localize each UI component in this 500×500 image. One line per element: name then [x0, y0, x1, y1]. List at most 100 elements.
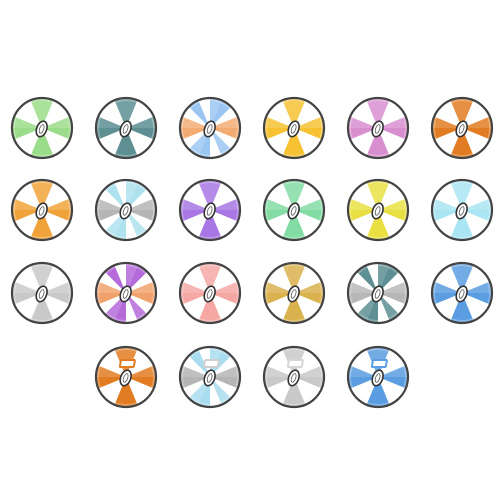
disc-sector [432, 194, 462, 210]
disc-icon[interactable] [93, 177, 159, 243]
disc-sector [446, 98, 462, 128]
disc-icon[interactable] [177, 260, 243, 326]
disc-sector [126, 277, 156, 293]
disc-sector [126, 180, 142, 210]
disc-sector [348, 293, 378, 309]
disc-sector [210, 293, 226, 323]
disc-icon[interactable] [177, 344, 243, 410]
disc-icon[interactable] [177, 177, 243, 243]
disc-sector [446, 128, 462, 158]
disc-icon[interactable] [9, 177, 75, 243]
disc-icon[interactable] [9, 95, 75, 161]
disc-sector [294, 112, 324, 128]
disc-sector [26, 128, 42, 158]
disc-sector [294, 277, 324, 293]
disc-graphic [10, 261, 74, 325]
disc-sector [194, 293, 210, 323]
disc-sector [210, 210, 240, 226]
disc-sector [348, 361, 378, 377]
disc-hole-inner [38, 124, 45, 134]
disc-icon[interactable] [429, 177, 495, 243]
disc-icon[interactable] [9, 260, 75, 326]
disc-icon[interactable] [345, 344, 411, 410]
disc-sector [462, 128, 478, 158]
disc-sector [278, 263, 294, 293]
disc-hole-inner [206, 373, 213, 383]
disc-sector [294, 293, 310, 323]
disc-sector [294, 128, 310, 158]
disc-sector [378, 194, 408, 210]
disc-sector [294, 210, 324, 226]
disc-icon[interactable] [93, 260, 159, 326]
disc-graphic [430, 261, 494, 325]
disc-graphic [94, 96, 158, 160]
disc-sector [378, 98, 394, 128]
disc-sector [362, 180, 378, 210]
disc-icon[interactable] [345, 177, 411, 243]
disc-hole-inner [374, 289, 381, 299]
disc-sector [462, 112, 492, 128]
disc-hole-inner [38, 289, 45, 299]
disc-icon[interactable] [345, 95, 411, 161]
disc-sector [294, 377, 310, 407]
disc-outline [178, 178, 242, 242]
disc-sector [362, 263, 378, 293]
disc-icon[interactable] [345, 260, 411, 326]
disc-icon[interactable] [429, 95, 495, 161]
disc-outline [10, 96, 74, 160]
disc-tag-icon [286, 359, 304, 368]
disc-sector [210, 210, 226, 240]
disc-sector [210, 263, 226, 293]
disc-icon[interactable] [261, 95, 327, 161]
disc-outline [346, 345, 410, 409]
disc-sector [194, 377, 210, 407]
disc-sector [348, 210, 378, 226]
disc-sector [210, 277, 240, 293]
disc-sector [378, 263, 394, 293]
disc-sector [42, 194, 72, 210]
disc-sector [42, 293, 72, 309]
disc-icon[interactable] [93, 344, 159, 410]
disc-sector [278, 210, 294, 240]
disc-sector [294, 128, 324, 144]
disc-icon[interactable] [261, 260, 327, 326]
disc-sector [264, 277, 294, 293]
disc-sector [264, 377, 294, 393]
disc-outline [94, 96, 158, 160]
disc-graphic [94, 178, 158, 242]
disc-graphic [430, 96, 494, 160]
disc-sector [362, 210, 378, 240]
disc-sector [42, 293, 58, 323]
disc-icon[interactable] [261, 344, 327, 410]
disc-outline [10, 178, 74, 242]
disc-sector [278, 180, 294, 210]
disc-sector [362, 293, 378, 323]
disc-sector [194, 98, 210, 128]
disc-sector [110, 210, 126, 240]
disc-graphic [10, 178, 74, 242]
disc-icon[interactable] [93, 95, 159, 161]
disc-sector [110, 263, 126, 293]
disc-icon[interactable] [429, 260, 495, 326]
disc-sector [96, 293, 126, 309]
disc-outline [178, 96, 242, 160]
disc-sector [96, 128, 126, 144]
disc-sector [462, 210, 478, 240]
disc-sector [294, 194, 324, 210]
disc-outline [346, 178, 410, 242]
disc-sector [378, 277, 408, 293]
disc-icon[interactable] [261, 177, 327, 243]
disc-sector [126, 128, 142, 158]
disc-sector [446, 180, 462, 210]
disc-hole-inner [122, 373, 129, 383]
disc-graphic [178, 261, 242, 325]
disc-sector [96, 194, 126, 210]
disc-sector [180, 293, 210, 309]
disc-sector [96, 112, 126, 128]
disc-graphic [346, 178, 410, 242]
disc-sector [126, 377, 142, 407]
disc-icon[interactable] [177, 95, 243, 161]
disc-sector [432, 210, 462, 226]
disc-sector [264, 361, 294, 377]
disc-sector [432, 112, 462, 128]
